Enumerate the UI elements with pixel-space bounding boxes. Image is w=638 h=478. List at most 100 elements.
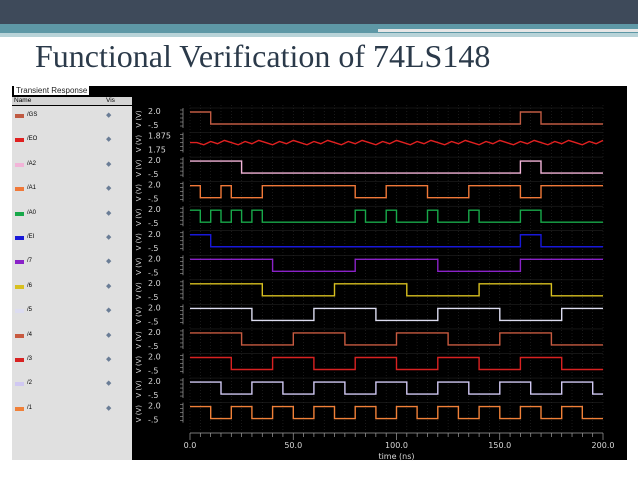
y-tick-label-top: 2.0 [148,107,161,116]
legend-swatch [15,187,24,192]
waveform-7 [190,258,603,272]
legend-label: /4 [27,331,33,338]
y-tick-label-bottom: -.5 [148,342,159,351]
visibility-eye-icon[interactable]: ◆ [106,380,112,388]
visibility-eye-icon[interactable]: ◆ [106,209,112,217]
y-axis-label: V (V) [135,380,143,398]
legend-swatch [15,211,24,216]
visibility-eye-icon[interactable]: ◆ [106,234,112,241]
legend-swatch [15,406,24,411]
y-axis-label: V (V) [135,184,143,202]
legend-swatch [15,236,24,240]
y-axis-label: V (V) [135,331,143,349]
y-tick-label-bottom: -.5 [148,195,159,204]
header-stripe-light [0,33,638,37]
panel-title: Transient Response [14,86,90,95]
waveform-ei [190,234,603,248]
y-tick-label-bottom: -.5 [148,367,159,376]
y-tick-label-bottom: -.5 [148,121,159,130]
legend-label: /5 [27,307,33,314]
y-axis-label: V (V) [135,159,143,177]
y-axis-label: V (V) [135,356,143,374]
legend-vis-header: Vis [106,97,115,104]
waveform-6 [190,283,603,297]
waveform-eo [189,139,604,146]
visibility-eye-icon[interactable]: ◆ [106,160,112,168]
y-tick-label-bottom: -.5 [148,416,159,425]
legend-swatch [15,358,24,362]
waveform-a2 [190,160,603,174]
y-tick-label-bottom: -.5 [148,293,159,302]
waveform-4 [190,332,603,346]
visibility-eye-icon[interactable]: ◆ [106,404,112,412]
legend-label: /6 [27,282,33,289]
y-axis-label: V (V) [135,405,143,423]
y-tick-label-top: 2.0 [148,377,161,386]
y-tick-label-top: 2.0 [148,328,161,337]
visibility-eye-icon[interactable]: ◆ [106,356,112,363]
legend-swatch [15,284,24,289]
y-tick-label-top: 2.0 [148,254,161,263]
y-tick-label-bottom: -.5 [148,170,159,179]
waveform-3 [190,356,603,371]
x-tick-label: 200.0 [592,441,615,450]
visibility-eye-icon[interactable]: ◆ [106,282,112,290]
header-stripe-teal [0,24,638,33]
y-tick-label-bottom: -.5 [148,244,159,253]
x-tick-label: 0.0 [184,441,197,450]
legend-label: /7 [27,258,33,265]
x-tick-label: 50.0 [284,441,302,450]
y-axis-label: V (V) [135,257,143,275]
y-tick-label-top: 2.0 [148,156,161,165]
legend-swatch [15,138,24,143]
legend-name-header: Name [14,97,32,104]
legend-label: /2 [27,380,33,387]
y-tick-label-top: 2.0 [148,181,161,190]
waveform-1 [190,405,603,420]
visibility-eye-icon[interactable]: ◆ [106,112,112,119]
y-tick-label-bottom: -.5 [148,219,159,228]
legend-swatch [15,382,24,387]
y-tick-label-top: 1.875 [148,132,171,141]
waveform-2 [190,381,603,395]
legend-label: /EO [27,136,38,143]
y-tick-label-top: 2.0 [148,279,161,288]
waveform-gs [190,111,603,125]
y-tick-label-bottom: 1.75 [148,146,166,155]
y-axis-label: V (V) [135,233,143,251]
y-axis-label: V (V) [135,208,143,226]
y-tick-label-top: 2.0 [148,303,161,312]
legend-panel [12,106,132,460]
legend-header: Name Vis [12,97,132,105]
y-tick-label-top: 2.0 [148,230,161,239]
legend-label: /A2 [27,160,37,167]
waveform-5 [190,307,603,322]
legend-label: /3 [27,356,33,362]
slide-title: Functional Verification of 74LS148 [35,38,491,74]
legend-label: /GS [27,112,38,118]
y-tick-label-top: 2.0 [148,353,161,362]
visibility-eye-icon[interactable]: ◆ [106,185,112,193]
visibility-eye-icon[interactable]: ◆ [106,136,112,144]
waveform-a0 [190,209,603,223]
header-band [0,0,638,24]
visibility-eye-icon[interactable]: ◆ [106,307,112,315]
header-accent-line [378,29,638,32]
visibility-eye-icon[interactable]: ◆ [106,258,112,266]
legend-label: /A1 [27,185,37,192]
y-tick-label-bottom: -.5 [148,391,159,400]
y-tick-label-top: 2.0 [148,402,161,411]
x-tick-label: 150.0 [488,441,511,450]
legend-swatch [15,162,24,167]
y-tick-label-bottom: -.5 [148,268,159,277]
y-tick-label-top: 2.0 [148,205,161,214]
y-axis-label: V (V) [135,110,143,128]
waveform-a1 [190,184,603,199]
legend-swatch [15,114,24,118]
legend-swatch [15,309,24,314]
visibility-eye-icon[interactable]: ◆ [106,331,112,339]
legend-swatch [15,333,24,338]
y-tick-label-bottom: -.5 [148,317,159,326]
y-axis-label: V (V) [135,306,143,324]
